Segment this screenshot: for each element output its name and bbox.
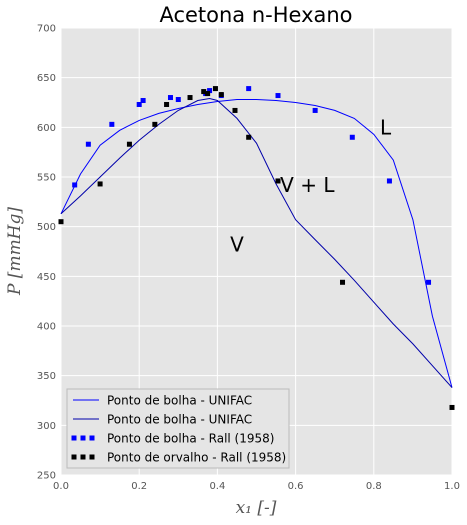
y-tick-label: 350: [37, 371, 56, 382]
data-point-series-3: [386, 178, 392, 184]
region-label: V: [230, 233, 244, 257]
y-tick-label: 250: [37, 471, 56, 482]
legend-entry-label: Ponto de orvalho - Rall (1958): [107, 451, 286, 465]
y-tick-label: 450: [37, 272, 56, 283]
data-point-series-3: [136, 101, 142, 107]
data-point-series-3: [246, 86, 252, 92]
x-tick-label: 0.4: [209, 481, 225, 492]
legend-marker-swatch: [89, 454, 95, 460]
legend-entry-label: Ponto de bolha - Rall (1958): [107, 432, 274, 446]
legend: Ponto de bolha - UNIFAC Ponto de bolha - …: [66, 388, 290, 469]
x-tick-label: 0.6: [288, 481, 304, 492]
legend-entry-label: Ponto de bolha - UNIFAC: [107, 413, 252, 427]
x-axis-label: x₁ [-]: [236, 498, 277, 518]
data-point-series-4: [97, 181, 103, 187]
y-tick-label: 600: [37, 123, 56, 134]
data-point-series-4: [212, 86, 218, 92]
data-point-series-4: [164, 101, 170, 107]
data-point-series-4: [187, 95, 193, 101]
data-point-series-3: [349, 134, 355, 140]
region-label: L: [380, 115, 392, 139]
data-point-series-3: [72, 182, 78, 188]
y-tick-label: 300: [37, 421, 56, 432]
data-point-series-3: [109, 121, 115, 127]
legend-marker-swatch: [80, 454, 86, 460]
data-point-series-3: [175, 97, 181, 103]
data-point-series-3: [85, 141, 91, 147]
data-point-series-4: [201, 89, 207, 95]
data-point-series-3: [167, 95, 173, 101]
region-label: V + L: [280, 173, 335, 197]
data-point-series-3: [140, 98, 146, 104]
y-tick-label: 500: [37, 222, 56, 233]
chart-title: Acetona n-Hexano: [159, 3, 352, 27]
y-axis-label: P [mmHg]: [5, 207, 25, 296]
data-point-series-3: [275, 93, 281, 99]
data-point-series-4: [275, 178, 281, 184]
y-tick-label: 700: [37, 24, 56, 35]
x-tick-label: 0.2: [131, 481, 147, 492]
legend-marker-swatch: [89, 435, 95, 441]
data-point-series-4: [152, 121, 158, 127]
data-point-series-4: [218, 92, 224, 98]
region-annotations: L V + L V: [230, 115, 392, 256]
data-point-series-4: [232, 107, 238, 113]
data-point-series-4: [449, 404, 455, 410]
data-point-series-3: [426, 279, 432, 285]
data-point-series-3: [207, 88, 213, 94]
data-point-series-4: [246, 134, 252, 140]
data-point-series-4: [58, 219, 64, 225]
series-line-1: [60, 99, 453, 388]
legend-box: [66, 388, 290, 469]
x-tick-label: 1.0: [444, 481, 460, 492]
series-line-2: [60, 97, 453, 388]
data-point-series-3: [312, 107, 318, 113]
legend-marker-swatch: [71, 435, 77, 441]
data-point-series-4: [340, 279, 346, 285]
legend-marker-swatch: [71, 454, 77, 460]
y-tick-label: 400: [37, 322, 56, 333]
legend-entry-label: Ponto de bolha - UNIFAC: [107, 394, 252, 408]
y-tick-label: 650: [37, 73, 56, 84]
data-point-series-4: [205, 91, 211, 97]
tick-labels: 0.0 0.2 0.4 0.6 0.8 1.0 250 300 350 400 450 500 550 6…: [37, 24, 460, 493]
series-layer: [58, 86, 455, 410]
legend-marker-swatch: [80, 435, 86, 441]
x-tick-label: 0.0: [53, 481, 69, 492]
y-tick-label: 550: [37, 173, 56, 184]
x-tick-label: 0.8: [366, 481, 382, 492]
data-point-series-4: [126, 141, 132, 147]
